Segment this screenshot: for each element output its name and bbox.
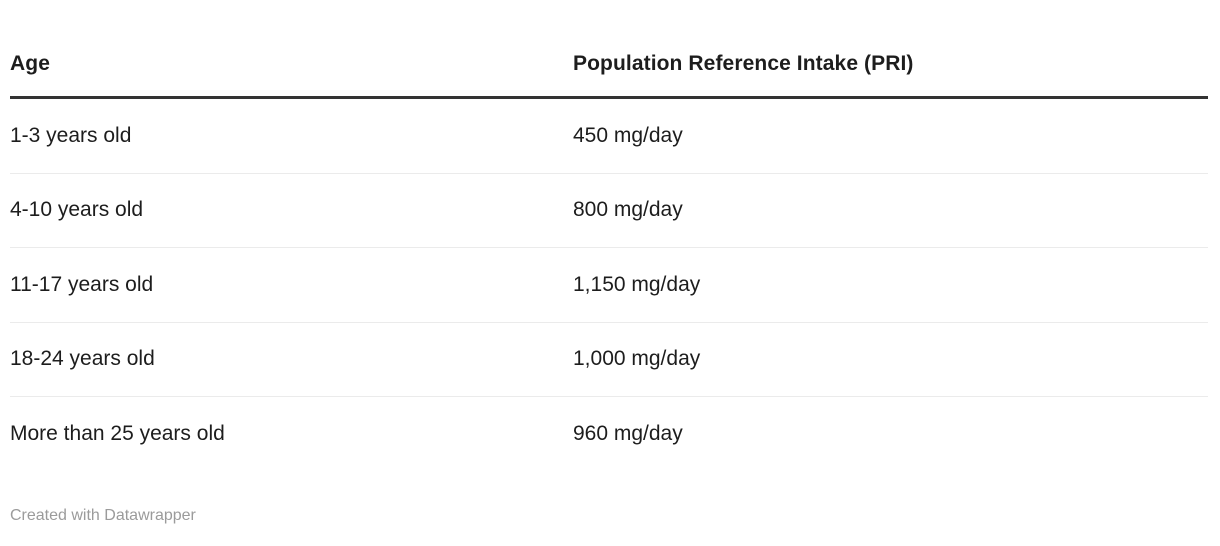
column-header-pri: Population Reference Intake (PRI) <box>573 52 914 75</box>
column-header-age: Age <box>10 52 50 75</box>
chart-footer: Created with Datawrapper <box>10 472 1208 526</box>
age-cell: 11-17 years old <box>10 272 154 296</box>
data-table: Age Population Reference Intake (PRI) 1-… <box>10 0 1208 472</box>
age-cell: 18-24 years old <box>10 347 155 371</box>
table-row: More than 25 years old 960 mg/day <box>10 397 1208 472</box>
age-cell: 1-3 years old <box>10 123 132 147</box>
table-header-row: Age Population Reference Intake (PRI) <box>10 0 1208 99</box>
pri-cell: 450 mg/day <box>573 123 683 147</box>
table-row: 18-24 years old 1,000 mg/day <box>10 323 1208 397</box>
pri-cell: 1,000 mg/day <box>573 347 701 371</box>
age-cell: 4-10 years old <box>10 198 144 222</box>
age-cell: More than 25 years old <box>10 422 225 446</box>
table-row: 1-3 years old 450 mg/day <box>10 99 1208 174</box>
pri-cell: 960 mg/day <box>573 422 683 446</box>
table-row: 4-10 years old 800 mg/day <box>10 174 1208 248</box>
pri-cell: 800 mg/day <box>573 198 683 222</box>
table-row: 11-17 years old 1,150 mg/day <box>10 248 1208 323</box>
datawrapper-attribution-link[interactable]: Created with Datawrapper <box>10 506 196 524</box>
pri-cell: 1,150 mg/day <box>573 272 701 296</box>
